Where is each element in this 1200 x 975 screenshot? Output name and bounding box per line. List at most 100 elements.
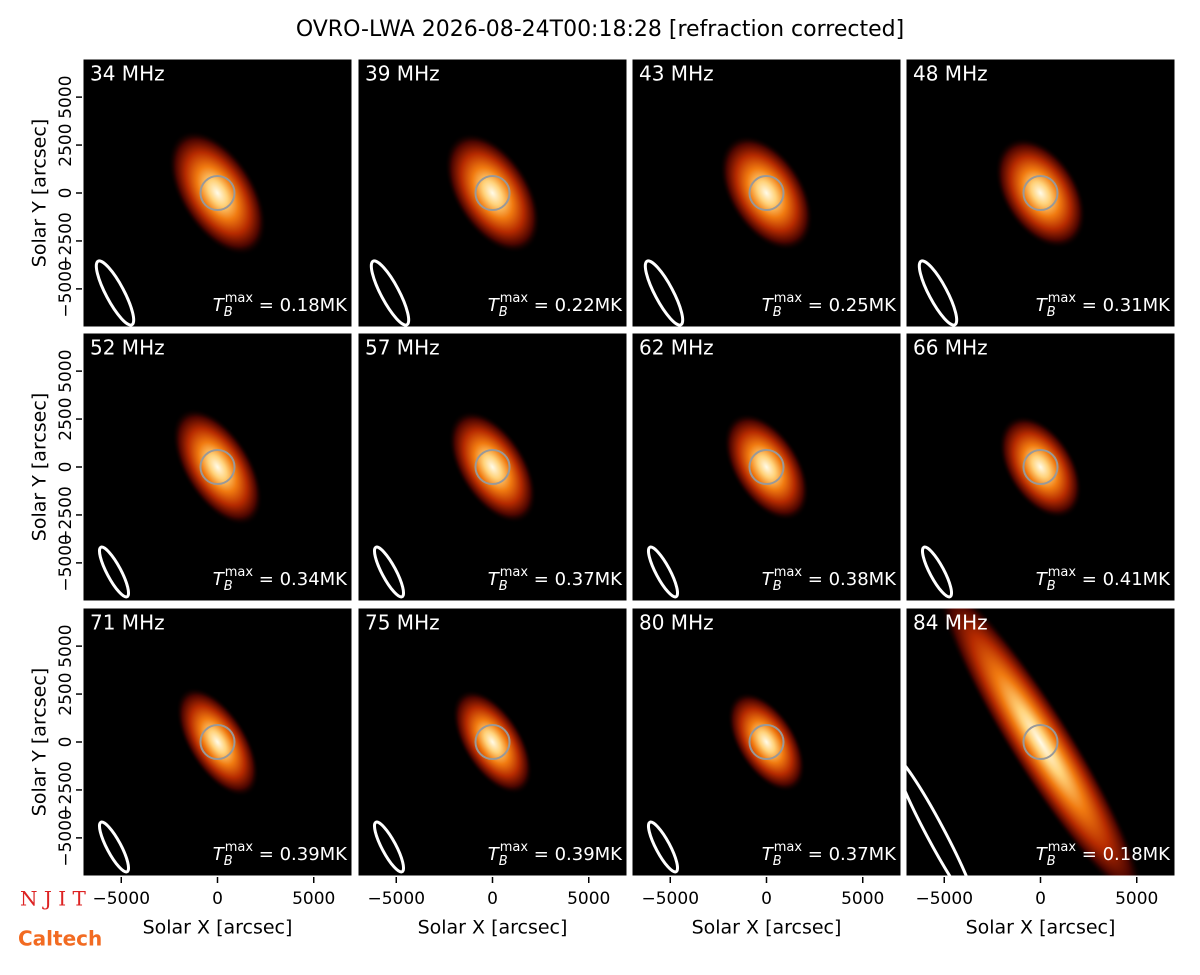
tb-value: 0.41MK: [1103, 569, 1172, 590]
tb-value: 0.38MK: [829, 569, 898, 590]
beam: [372, 820, 406, 874]
panel-frame: [903, 330, 1178, 604]
tb-label: TBmax = 0.18MK: [1036, 840, 1171, 869]
tb-sub: B: [773, 305, 782, 320]
tb-sub: B: [224, 305, 233, 320]
beam: [905, 755, 978, 877]
x-tick-label: 0: [761, 889, 772, 909]
tb-label: TBmax = 0.39MK: [488, 840, 623, 869]
beam: [372, 545, 406, 599]
panel-frame: [355, 56, 630, 330]
x-tick-label: 5000: [1115, 889, 1158, 909]
tb-sup: max: [225, 565, 254, 580]
y-tick-label: −5000: [56, 534, 76, 592]
panel-title: 62 MHz: [639, 336, 714, 360]
tb-sub: B: [1047, 305, 1056, 320]
panel-frame: [903, 56, 1178, 330]
tb-value: 0.25MK: [829, 295, 898, 316]
tb-label: TBmax = 0.38MK: [762, 565, 897, 594]
brightness-image: [175, 687, 260, 797]
x-axis-label: Solar X [arcsec]: [143, 917, 293, 939]
panel: [357, 58, 628, 328]
panel-frame: [355, 330, 630, 604]
y-tick-label: −2500: [56, 486, 76, 544]
solar-disk: [474, 724, 511, 760]
tb-label: TBmax = 0.37MK: [488, 565, 623, 594]
panel-title: 75 MHz: [365, 611, 440, 635]
tb-symbol: T: [1036, 569, 1049, 590]
y-tick-label: 2500: [56, 672, 76, 715]
brightness-image: [936, 607, 1145, 877]
x-tick-label: 0: [1035, 889, 1046, 909]
tb-label: TBmax = 0.34MK: [213, 565, 348, 594]
tb-symbol: T: [488, 844, 501, 865]
solar-disk: [199, 175, 236, 211]
tb-eq: =: [528, 295, 555, 316]
beam: [917, 259, 959, 327]
tb-sub: B: [773, 854, 782, 869]
tb-sub: B: [224, 854, 233, 869]
tb-sup: max: [1048, 840, 1077, 855]
panel-frame: [629, 56, 904, 330]
tb-value: 0.18MK: [280, 295, 349, 316]
x-axis-label: Solar X [arcsec]: [966, 917, 1116, 939]
x-tick-label: −5000: [93, 889, 151, 909]
panel: [905, 607, 1176, 877]
brightness-image: [448, 410, 537, 524]
tb-symbol: T: [213, 295, 226, 316]
tb-sup: max: [500, 291, 529, 306]
figure-title: OVRO-LWA 2026-08-24T00:18:28 [refraction…: [296, 17, 904, 42]
tb-sub: B: [499, 305, 508, 320]
x-tick-label: −5000: [642, 889, 700, 909]
panel-title: 57 MHz: [365, 336, 440, 360]
panel-title: 43 MHz: [639, 62, 714, 86]
panel: [905, 332, 1176, 602]
tb-label: TBmax = 0.41MK: [1036, 565, 1171, 594]
y-tick-label: 2500: [56, 397, 76, 440]
tb-sup: max: [774, 840, 803, 855]
y-tick-label: 5000: [56, 75, 76, 118]
panel: [82, 332, 353, 602]
brightness-image: [998, 415, 1083, 519]
tb-sup: max: [1048, 565, 1077, 580]
tb-eq: =: [802, 844, 829, 865]
tb-eq: =: [1076, 569, 1103, 590]
solar-disk: [474, 449, 511, 485]
tb-label: TBmax = 0.18MK: [213, 291, 348, 320]
tb-symbol: T: [488, 295, 501, 316]
tb-sup: max: [774, 565, 803, 580]
tb-symbol: T: [1036, 295, 1049, 316]
beam: [369, 259, 411, 327]
beam: [97, 820, 131, 874]
x-tick-label: 5000: [292, 889, 335, 909]
beam: [94, 259, 136, 327]
x-tick-label: −5000: [916, 889, 974, 909]
brightness-image: [452, 689, 533, 795]
y-tick-label: −2500: [56, 212, 76, 270]
y-tick-label: 5000: [56, 349, 76, 392]
tb-sub: B: [499, 854, 508, 869]
y-tick-label: 5000: [56, 624, 76, 667]
tb-value: 0.31MK: [1103, 295, 1172, 316]
tb-symbol: T: [213, 569, 226, 590]
tb-eq: =: [253, 295, 280, 316]
logo: Caltech: [18, 927, 102, 951]
beam: [97, 545, 131, 599]
panel: [357, 332, 628, 602]
panel: [905, 58, 1176, 328]
tb-sub: B: [224, 579, 233, 594]
tb-eq: =: [1076, 844, 1103, 865]
tb-value: 0.37MK: [555, 569, 624, 590]
panel-title: 39 MHz: [365, 62, 440, 86]
solar-disk: [199, 449, 236, 485]
tb-eq: =: [253, 569, 280, 590]
tb-value: 0.39MK: [555, 844, 624, 865]
tb-symbol: T: [762, 569, 775, 590]
beam: [646, 820, 680, 874]
panel-title: 34 MHz: [90, 62, 165, 86]
tb-sub: B: [773, 579, 782, 594]
tb-symbol: T: [1036, 844, 1049, 865]
y-tick-label: 0: [56, 462, 76, 473]
panel-title: 84 MHz: [913, 611, 988, 635]
tb-eq: =: [802, 295, 829, 316]
